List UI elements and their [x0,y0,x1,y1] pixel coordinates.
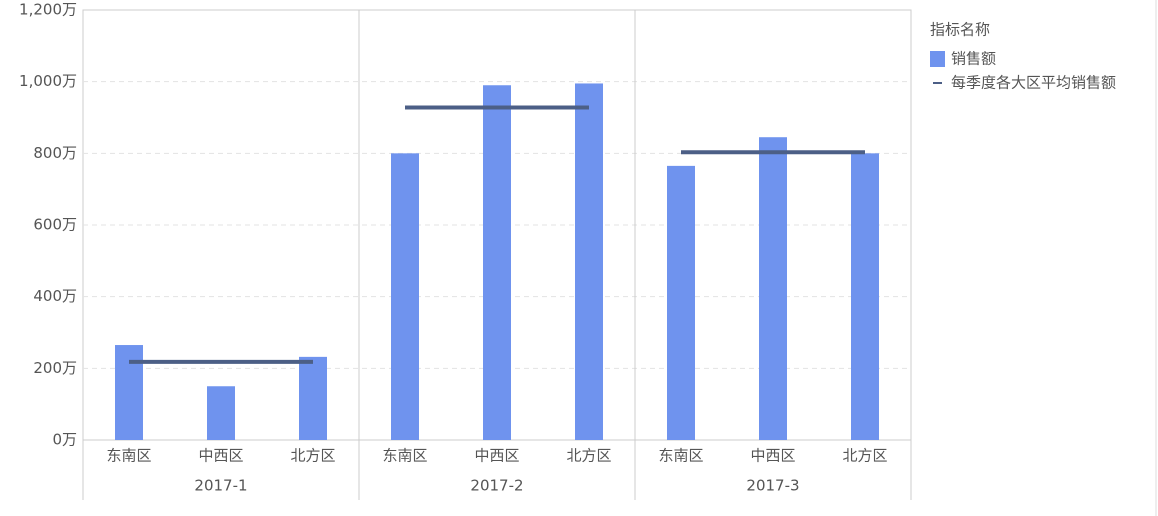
bar [299,356,327,440]
x-group-label: 2017-3 [746,477,799,495]
x-tick-label: 东南区 [106,447,151,465]
bar [759,137,787,441]
x-tick-label: 东南区 [658,447,703,465]
bar [575,83,603,440]
x-tick-label: 中西区 [198,447,243,465]
x-tick-label: 中西区 [750,447,795,465]
bar [207,386,235,440]
legend-swatch [930,51,945,67]
legend-label: 销售额 [951,50,996,68]
y-tick-label: 0万 [52,431,77,449]
x-tick-label: 中西区 [474,447,519,465]
y-tick-label: 400万 [33,287,77,305]
x-tick-label: 北方区 [566,447,611,465]
x-tick-label: 东南区 [382,447,427,465]
bar [115,345,143,440]
x-group-label: 2017-1 [194,477,247,495]
legend-label: 每季度各大区平均销售额 [951,74,1116,92]
x-tick-label: 北方区 [842,447,887,465]
bar [667,165,695,440]
y-tick-label: 800万 [33,144,77,162]
y-tick-label: 600万 [33,216,77,234]
y-tick-label: 1,000万 [19,72,77,90]
bar [851,153,879,441]
x-group-label: 2017-2 [470,477,523,495]
bar [391,153,419,441]
y-tick-label: 1,200万 [19,1,77,19]
bar [483,85,511,440]
x-tick-label: 北方区 [290,447,335,465]
legend-title: 指标名称 [930,21,990,39]
y-tick-label: 200万 [33,359,77,377]
